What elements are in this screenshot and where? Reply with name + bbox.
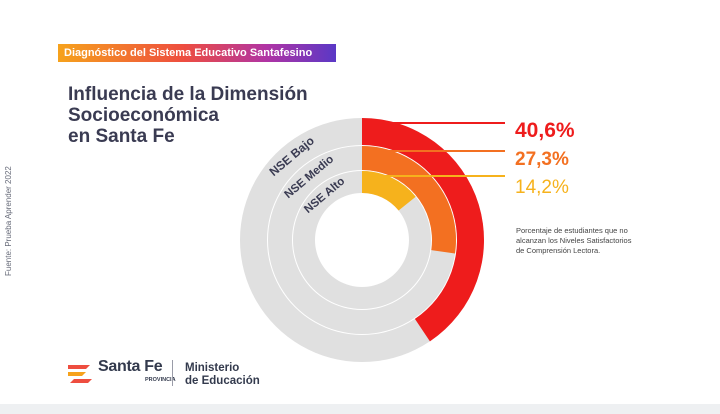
ministry-line-1: Ministerio (185, 362, 240, 374)
santa-fe-flag-icon (68, 365, 92, 383)
ministry-line-2: de Educación (185, 375, 260, 387)
title-line-3: en Santa Fe (68, 126, 175, 147)
title-line-2: Socioeconómica (68, 105, 219, 126)
chart-note: Porcentaje de estudiantes que no alcanza… (516, 226, 666, 256)
ring-bar-nse-bajo (362, 118, 484, 342)
note-line-3: de Comprensión Lectora. (516, 246, 601, 255)
ring-bar-nse-alto (362, 171, 416, 211)
logo-sub: PROVINCIA (145, 377, 176, 383)
page-title: Influencia de la Dimensión Socioeconómic… (68, 84, 368, 147)
value-label-nse-alto: 14,2% (515, 177, 569, 198)
logo-name: Santa Fe (98, 358, 163, 375)
value-label-nse-medio: 27,3% (515, 149, 569, 170)
note-line-2: alcanzan los Niveles Satisfactorios (516, 236, 632, 245)
footer-divider (172, 360, 173, 386)
ministry-name: Ministerio de Educación (185, 362, 260, 388)
header-banner: Diagnóstico del Sistema Educativo Santaf… (58, 44, 336, 62)
ring-bar-nse-medio (362, 146, 456, 254)
note-line-1: Porcentaje de estudiantes que no (516, 226, 628, 235)
title-line-1: Influencia de la Dimensión (68, 84, 308, 105)
value-label-nse-bajo: 40,6% (515, 119, 575, 142)
bottom-bar (0, 404, 720, 414)
